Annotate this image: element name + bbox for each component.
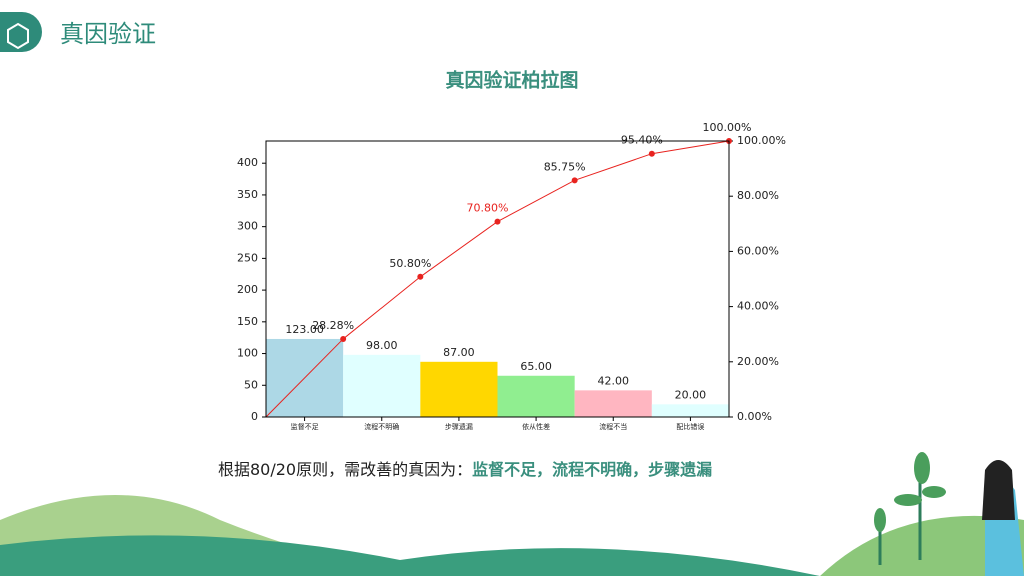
cumulative-label: 70.80% [467, 202, 509, 215]
bar-value-label: 123.00 [285, 323, 324, 336]
hill-decoration [820, 515, 1024, 576]
cumulative-line [342, 140, 730, 340]
y2-tick-label: 60.00% [737, 244, 779, 257]
x-tick-label: 步骤遗漏 [445, 422, 473, 431]
y2-tick-label: 80.00% [737, 189, 779, 202]
header-icon [7, 22, 29, 50]
y-tick-label: 400 [237, 156, 258, 169]
chart-title: 真因验证柏拉图 [445, 69, 578, 92]
bar-value-label: 87.00 [443, 346, 475, 359]
y2-tick-label: 100.00% [737, 134, 786, 147]
bar [343, 354, 421, 417]
y-tick-label: 300 [237, 220, 258, 233]
bar [574, 390, 652, 417]
cumulative-point [648, 150, 655, 157]
y2-tick-label: 40.00% [737, 300, 779, 313]
cumulative-label: 85.75% [544, 160, 586, 173]
bar [497, 375, 575, 417]
cumulative-point [417, 273, 424, 280]
cumulative-label: 95.40% [621, 134, 663, 147]
y-tick-label: 150 [237, 315, 258, 328]
x-tick-label: 配比错误 [676, 422, 704, 431]
plant-decoration [874, 452, 1024, 576]
x-tick-label: 监督不足 [291, 422, 319, 431]
header-title: 真因验证 [60, 20, 156, 48]
conclusion: 根据80/20原则，需改善的真因为：监督不足，流程不明确，步骤遗漏 [218, 460, 712, 479]
hill-decoration [0, 535, 820, 576]
conclusion-highlight: 监督不足，流程不明确，步骤遗漏 [472, 460, 712, 479]
bar-value-label: 20.00 [675, 388, 707, 401]
bar-value-label: 65.00 [520, 360, 552, 373]
y2-tick-label: 20.00% [737, 355, 779, 368]
cumulative-label: 100.00% [703, 121, 752, 134]
plot-frame [265, 140, 730, 418]
header-tab [0, 12, 42, 52]
y-tick-label: 0 [251, 410, 258, 423]
y2-tick-label: 0.00% [737, 410, 772, 423]
bar [651, 404, 729, 417]
y-tick-label: 350 [237, 188, 258, 201]
bar-value-label: 98.00 [366, 339, 398, 352]
x-tick-label: 流程不当 [599, 422, 627, 431]
cumulative-start-segment [265, 338, 344, 418]
x-tick-label: 依从性差 [522, 422, 550, 431]
cumulative-point [340, 335, 347, 342]
y-tick-label: 250 [237, 251, 258, 264]
y-tick-label: 200 [237, 283, 258, 296]
cumulative-point [494, 218, 501, 225]
bar [420, 361, 498, 417]
cumulative-point [571, 177, 578, 184]
bar-value-label: 42.00 [598, 374, 630, 387]
cumulative-label: 28.28% [312, 319, 354, 332]
cumulative-label: 50.80% [389, 257, 431, 270]
conclusion-text: 根据80/20原则，需改善的真因为： [218, 460, 472, 479]
y-tick-label: 50 [244, 378, 258, 391]
x-tick-label: 流程不明确 [364, 422, 399, 431]
y-tick-label: 100 [237, 347, 258, 360]
